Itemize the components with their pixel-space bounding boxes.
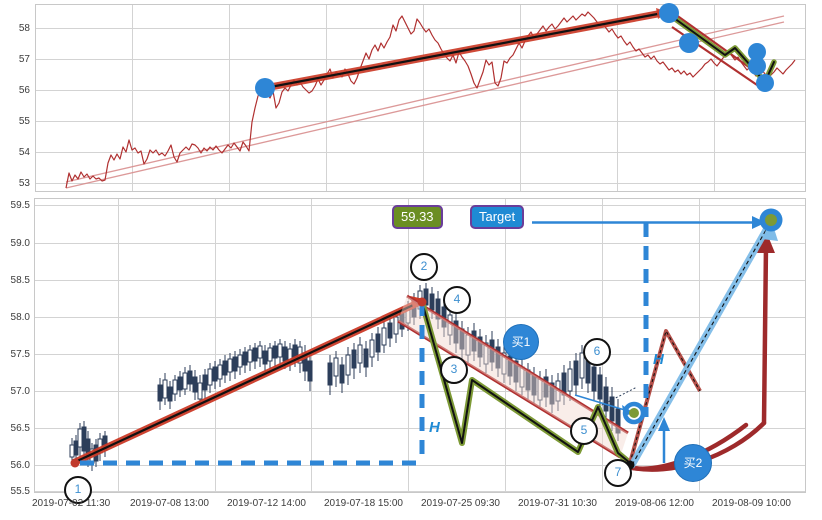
detail-xtick-1: 2019-07-02 11:30 — [32, 498, 111, 509]
detail-ytick-56-0: 56.0 — [10, 460, 30, 471]
wave-marker-1: 1 — [64, 476, 92, 504]
overview-ytick-53: 53 — [18, 178, 30, 189]
overview-marker-5 — [748, 57, 766, 75]
wave-marker-5: 5 — [570, 417, 598, 445]
detail-ytick-57-0: 57.0 — [10, 386, 30, 397]
node-wave-1 — [70, 458, 80, 468]
detail-xtick-5: 2019-07-25 09:30 — [421, 498, 500, 509]
node-wave-6-marker — [622, 401, 646, 425]
target-label-box: Target — [470, 205, 525, 229]
overview-marker-3 — [679, 33, 699, 53]
overview-ytick-57: 57 — [18, 54, 30, 65]
detail-xtick-7: 2019-08-06 12:00 — [615, 498, 694, 509]
detail-chart-panel: 59.5 59.0 58.5 58.0 57.5 57.0 56.5 56.0 … — [0, 195, 822, 520]
buy2-circle[interactable]: 买2 — [674, 444, 712, 482]
overview-marker-4 — [748, 43, 766, 61]
overview-ytick-56: 56 — [18, 85, 30, 96]
overview-marker-2 — [659, 3, 679, 23]
detail-xtick-2: 2019-07-08 13:00 — [130, 498, 209, 509]
overview-ytick-58: 58 — [18, 23, 30, 34]
detail-ytick-56-5: 56.5 — [10, 423, 30, 434]
detail-xtick-4: 2019-07-18 15:00 — [324, 498, 403, 509]
overview-marker-6 — [756, 74, 774, 92]
overview-chart-panel: 58 57 56 55 54 53 — [0, 0, 822, 195]
detail-ytick-59-5: 59.5 — [10, 200, 30, 211]
detail-xtick-6: 2019-07-31 10:30 — [518, 498, 597, 509]
height-label-upper: H — [653, 351, 664, 368]
height-label-lower: H — [429, 419, 440, 436]
detail-ytick-58-5: 58.5 — [10, 275, 30, 286]
wave-marker-2: 2 — [410, 253, 438, 281]
wave-marker-3: 3 — [440, 356, 468, 384]
target-price-box: 59.33 — [392, 205, 443, 229]
detail-ytick-57-5: 57.5 — [10, 349, 30, 360]
overview-plot — [35, 3, 806, 192]
detail-plot — [34, 198, 806, 493]
buy1-circle[interactable]: 买1 — [503, 324, 539, 360]
wave-marker-7: 7 — [604, 459, 632, 487]
overview-ytick-55: 55 — [18, 116, 30, 127]
detail-xtick-8: 2019-08-09 10:00 — [712, 498, 791, 509]
detail-ytick-55-5: 55.5 — [10, 486, 30, 497]
detail-ytick-58-0: 58.0 — [10, 312, 30, 323]
wave-marker-4: 4 — [443, 286, 471, 314]
overview-marker-1 — [255, 78, 275, 98]
wave-marker-6: 6 — [583, 338, 611, 366]
overview-ytick-54: 54 — [18, 147, 30, 158]
detail-xtick-3: 2019-07-12 14:00 — [227, 498, 306, 509]
node-wave-2 — [417, 297, 427, 307]
detail-ytick-59-0: 59.0 — [10, 238, 30, 249]
